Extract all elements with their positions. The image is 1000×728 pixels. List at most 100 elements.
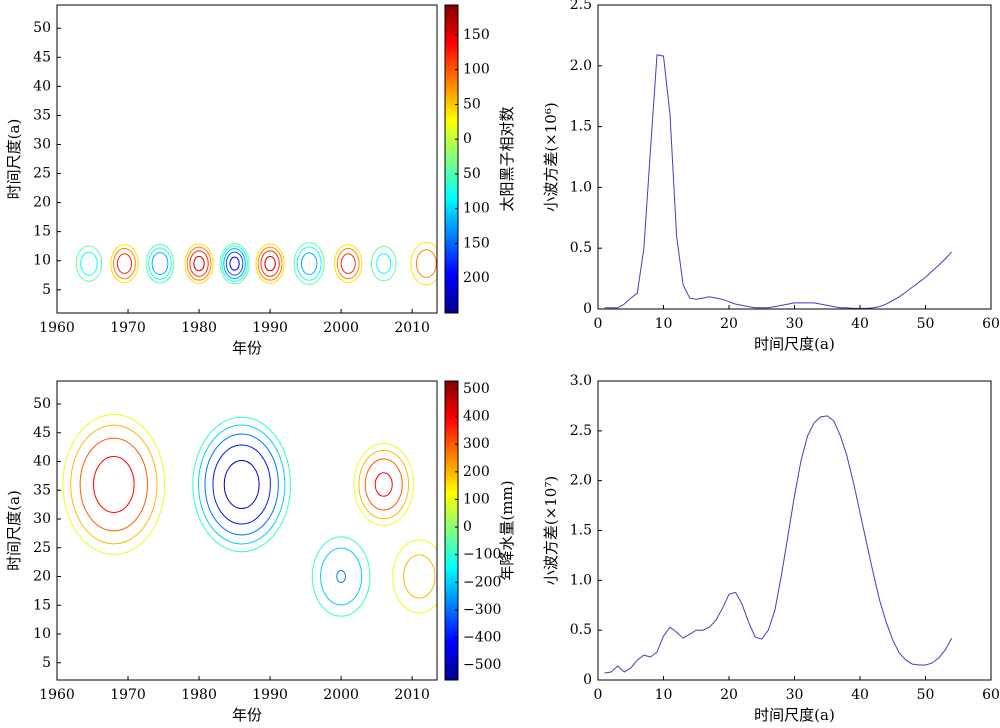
x-axis-label: 时间尺度(a) <box>754 706 835 724</box>
data-line <box>604 415 953 674</box>
contour-line <box>374 472 393 497</box>
contour-line <box>311 536 371 617</box>
y-tick-label: 45 <box>33 425 51 441</box>
contour-line <box>336 247 360 280</box>
contour-line <box>334 244 363 284</box>
plot-frame <box>56 380 438 681</box>
y-tick-label: 15 <box>33 224 51 240</box>
contour-line <box>116 253 133 274</box>
contour-line <box>193 255 205 272</box>
x-tick-label: 1980 <box>181 320 217 336</box>
contour-line <box>376 253 392 274</box>
x-tick-label: 10 <box>655 687 673 703</box>
colorbar-tick-label: −100 <box>463 547 501 563</box>
y-tick-label: 1.5 <box>570 119 592 135</box>
y-tick-label: 10 <box>33 253 51 269</box>
y-tick-label: 25 <box>33 540 51 556</box>
contour-line <box>260 250 280 277</box>
colorbar-tick-label: 200 <box>463 464 490 480</box>
y-tick-label: 20 <box>33 195 51 211</box>
x-tick-label: 2010 <box>394 687 430 703</box>
y-axis-label: 时间尺度(a) <box>5 119 23 200</box>
x-tick-label: 1960 <box>39 320 75 336</box>
contour-line <box>70 424 158 545</box>
x-tick-label: 0 <box>594 687 603 703</box>
y-tick-label: 5 <box>42 282 51 298</box>
x-tick-label: 50 <box>917 316 935 332</box>
contour-line <box>92 456 135 513</box>
x-tick-label: 1970 <box>110 687 146 703</box>
contour-line <box>219 243 250 285</box>
contour-line <box>223 459 260 510</box>
contour-line <box>415 249 437 278</box>
colorbar <box>444 380 459 681</box>
y-tick-label: 0.5 <box>570 622 592 638</box>
y-tick-label: 50 <box>33 396 51 412</box>
x-tick-label: 10 <box>655 316 673 332</box>
contour-line <box>392 539 437 614</box>
colorbar-tick-label: 50 <box>463 166 481 182</box>
y-tick-label: 30 <box>33 136 51 152</box>
y-tick-label: 2.5 <box>570 0 592 13</box>
colorbar-tick-label: 100 <box>463 62 490 78</box>
contour-line <box>229 256 240 271</box>
x-tick-label: 30 <box>786 316 804 332</box>
x-tick-label: 40 <box>851 316 869 332</box>
y-tick-label: 25 <box>33 166 51 182</box>
colorbar-tick-label: 200 <box>463 270 490 286</box>
colorbar-tick-label: 300 <box>463 436 490 452</box>
y-tick-label: 20 <box>33 569 51 585</box>
y-tick-label: 15 <box>33 597 51 613</box>
contour-line <box>204 433 279 536</box>
plot-frame <box>597 380 992 681</box>
colorbar-tick-label: −200 <box>463 574 501 590</box>
x-tick-label: 50 <box>917 687 935 703</box>
contour-line <box>255 243 285 284</box>
contour-field <box>75 241 437 286</box>
x-axis-label: 年份 <box>232 339 262 357</box>
contour-line <box>296 246 322 281</box>
y-tick-label: 2.0 <box>570 58 592 74</box>
x-tick-label: 60 <box>982 687 1000 703</box>
y-tick-label: 1.0 <box>570 572 592 588</box>
y-tick-label: 50 <box>33 20 51 36</box>
contour-line <box>300 252 318 275</box>
x-tick-label: 2000 <box>323 320 359 336</box>
x-tick-label: 2010 <box>394 320 430 336</box>
colorbar-tick-label: 150 <box>463 27 490 43</box>
y-tick-label: 2.5 <box>570 423 592 439</box>
colorbar-tick-label: 150 <box>463 235 490 251</box>
contour-line <box>257 246 283 281</box>
contour-line <box>212 444 271 525</box>
y-tick-label: 0 <box>583 672 592 688</box>
colorbar-tick-label: 100 <box>463 201 490 217</box>
y-tick-label: 5 <box>42 655 51 671</box>
colorbar-tick-label: 0 <box>463 131 472 147</box>
colorbar-tick-label: 400 <box>463 409 490 425</box>
y-tick-label: 1.5 <box>570 523 592 539</box>
x-tick-label: 2000 <box>323 687 359 703</box>
x-axis-label: 年份 <box>232 706 262 724</box>
x-tick-label: 1960 <box>39 687 75 703</box>
contour-line <box>223 248 246 280</box>
x-tick-label: 20 <box>720 687 738 703</box>
x-tick-label: 1990 <box>252 687 288 703</box>
colorbar-tick-label: −300 <box>463 602 501 618</box>
y-tick-label: 40 <box>33 78 51 94</box>
colorbar-tick-label: −500 <box>463 657 501 673</box>
y-tick-label: 10 <box>33 626 51 642</box>
y-tick-label: 35 <box>33 482 51 498</box>
x-tick-label: 0 <box>594 316 603 332</box>
y-tick-label: 35 <box>33 107 51 123</box>
y-tick-label: 30 <box>33 511 51 527</box>
y-tick-label: 0.5 <box>570 240 592 256</box>
data-line <box>604 54 953 309</box>
colorbar <box>444 4 459 314</box>
contour-line <box>184 243 214 284</box>
y-tick-label: 1.0 <box>570 179 592 195</box>
x-tick-label: 30 <box>786 687 804 703</box>
contour-line <box>320 547 363 606</box>
y-axis-label: 小波方差(×10⁷) <box>542 476 560 585</box>
contour-line <box>62 414 166 555</box>
